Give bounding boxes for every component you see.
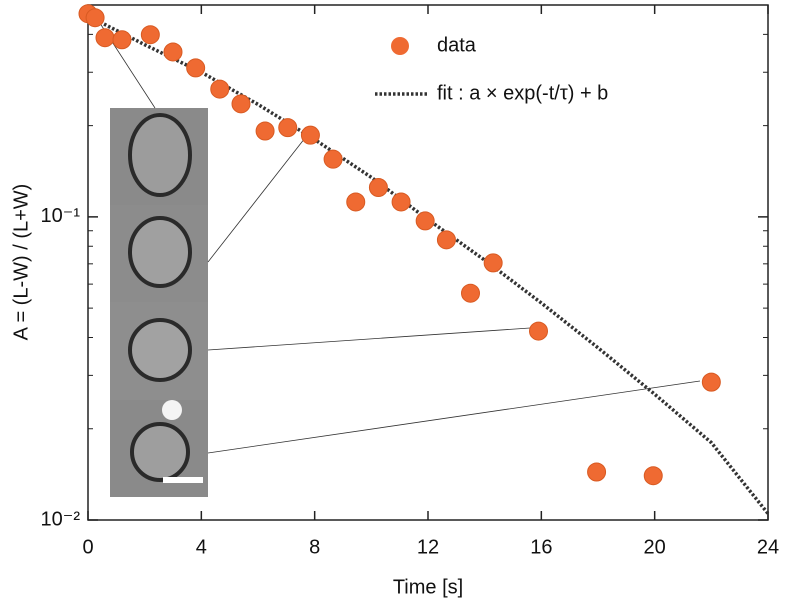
data-point (210, 79, 230, 99)
data-point (278, 118, 298, 138)
x-tick-label: 8 (309, 536, 320, 558)
data-point (643, 466, 663, 486)
y-tick-label: 10⁻² (41, 508, 81, 530)
data-point (436, 230, 456, 250)
data-point (529, 321, 548, 341)
data-point (323, 149, 343, 169)
x-tick-label: 0 (82, 536, 93, 558)
x-tick-label: 4 (196, 536, 207, 558)
data-point (483, 253, 503, 273)
inset-micrographs (93, 13, 701, 497)
data-point (346, 192, 366, 212)
x-tick-label: 16 (530, 536, 552, 558)
connector (207, 137, 306, 263)
scale-bar (163, 477, 203, 483)
connector (207, 327, 531, 351)
data-point (415, 211, 435, 231)
data-point (461, 283, 480, 303)
data-point (186, 58, 206, 78)
cell (128, 318, 192, 382)
y-tick-label: 10⁻¹ (41, 205, 81, 227)
connector (207, 380, 701, 454)
data-point (163, 42, 183, 62)
data-point (391, 192, 411, 212)
cell (130, 422, 190, 482)
y-axis-label: A = (L-W) / (L+W) (10, 184, 32, 341)
x-tick-label: 12 (417, 536, 439, 558)
legend-label: fit : a × exp(-t/τ) + b (437, 82, 608, 104)
data-point (587, 462, 607, 482)
data-point (140, 25, 160, 45)
legend-label: data (437, 34, 477, 56)
data-point (255, 121, 275, 141)
data-point (95, 28, 115, 48)
data-point (368, 177, 388, 197)
x-tick-label: 24 (757, 536, 779, 558)
cell (128, 113, 192, 197)
x-tick-label: 20 (644, 536, 666, 558)
data-point (112, 30, 132, 50)
data-point (300, 125, 320, 145)
cell (128, 216, 192, 288)
bud (162, 400, 182, 420)
x-axis-label: Time [s] (393, 576, 463, 598)
legend-marker (391, 37, 409, 55)
data-point (231, 94, 251, 114)
data-point (701, 372, 721, 392)
data-point (85, 8, 105, 28)
